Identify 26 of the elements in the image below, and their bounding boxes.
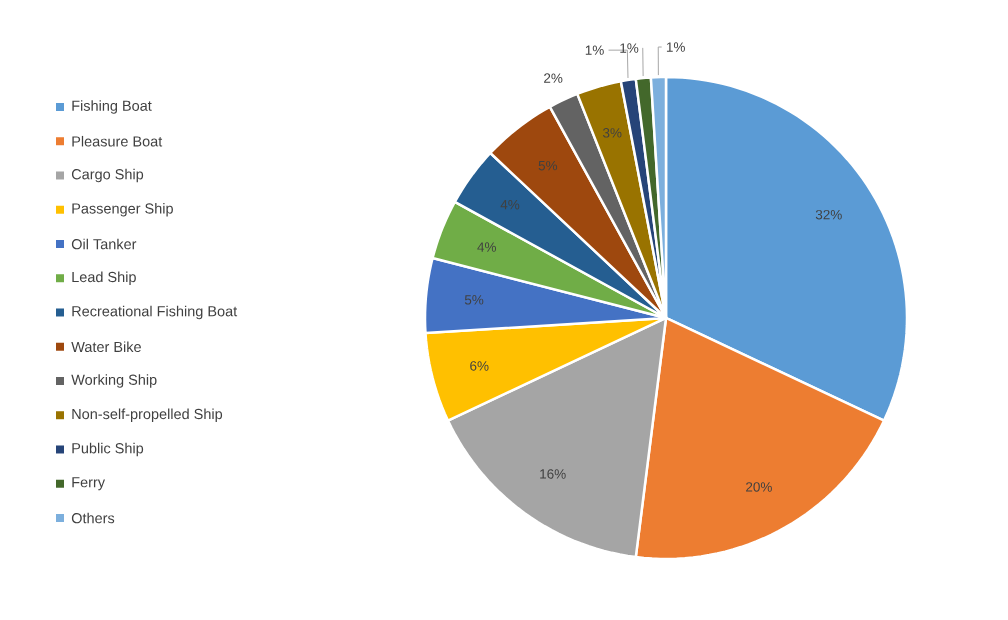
data-label: 1% — [620, 43, 639, 53]
legend-label: Passenger Ship — [72, 202, 173, 217]
data-label: 16% — [540, 469, 566, 479]
data-label: 4% — [500, 199, 520, 210]
legend-label: Recreational Fishing Boat — [72, 305, 238, 320]
legend-label: Lead Ship — [72, 271, 136, 285]
data-label: 5% — [464, 295, 484, 305]
data-label: 3% — [602, 128, 622, 138]
data-label: 1% — [585, 45, 604, 55]
data-label: 6% — [470, 361, 489, 371]
legend-label: Working Ship — [71, 374, 157, 388]
data-label: 4% — [477, 242, 497, 252]
legend-label: Ferry — [72, 477, 105, 491]
data-label: 32% — [815, 209, 842, 220]
data-label: 5% — [538, 160, 558, 171]
legend-label: Pleasure Boat — [72, 135, 163, 147]
data-label: 2% — [544, 73, 563, 83]
legend-label: Non-self-propelled Ship — [72, 408, 223, 422]
legend-label: Oil Tanker — [71, 238, 137, 250]
legend-label: Fishing Boat — [72, 100, 152, 114]
data-label: 20% — [746, 482, 772, 492]
legend-label: Water Bike — [71, 341, 141, 353]
legend-label: Cargo Ship — [71, 168, 144, 183]
legend-label: Others — [71, 512, 115, 524]
legend-label: Public Ship — [72, 442, 144, 457]
data-label: 1% — [666, 42, 685, 52]
